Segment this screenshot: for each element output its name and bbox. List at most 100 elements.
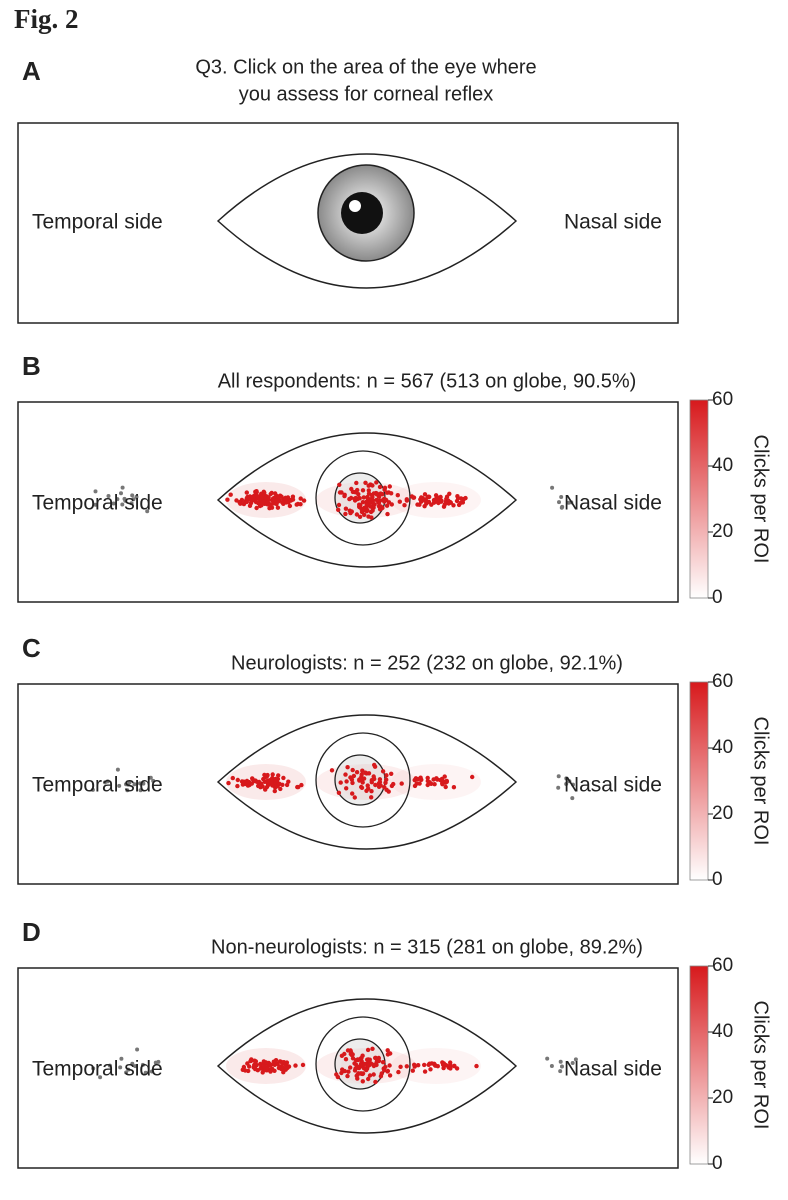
click-dot: [378, 783, 383, 788]
click-dot: [255, 493, 260, 499]
panel-title: Non-neurologists: n = 315 (281 on globe,…: [211, 936, 643, 958]
click-dot: [234, 498, 239, 503]
click-dot: [387, 1063, 392, 1068]
off-globe-dot: [567, 779, 572, 784]
click-dot: [336, 502, 342, 508]
temporal-label: Temporal side: [32, 492, 163, 515]
click-dot: [348, 510, 353, 516]
click-dot: [422, 492, 428, 497]
panel-box: [17, 967, 679, 1169]
panel-letter: B: [22, 351, 41, 381]
click-dot: [398, 1064, 403, 1070]
click-dot: [364, 509, 369, 514]
heat-region: [391, 764, 481, 800]
click-dot: [378, 1074, 384, 1079]
click-dot: [247, 1064, 252, 1069]
click-dot: [382, 499, 387, 504]
click-dot: [363, 770, 368, 776]
click-dot: [422, 1069, 428, 1074]
click-dot: [301, 498, 307, 503]
click-dot: [265, 1065, 270, 1071]
off-globe-dot: [145, 509, 150, 514]
click-dot: [235, 783, 240, 789]
click-dot: [273, 776, 278, 782]
off-globe-dot: [571, 782, 575, 787]
click-dot: [383, 780, 388, 785]
click-dot: [334, 1072, 339, 1077]
click-dot: [300, 1062, 306, 1068]
off-globe-dot: [106, 494, 111, 498]
off-globe-dot: [138, 788, 143, 793]
iris-ring: [315, 732, 411, 828]
off-globe-dot: [125, 788, 130, 793]
click-dot: [418, 775, 423, 780]
click-dot: [361, 1066, 367, 1071]
click-dot: [371, 1072, 376, 1077]
click-dot: [385, 1069, 390, 1074]
panel-box: [17, 122, 679, 324]
click-dot: [389, 491, 394, 496]
click-dot: [372, 1062, 377, 1067]
off-globe-dot: [558, 1059, 563, 1064]
click-dot: [345, 765, 350, 770]
click-dot: [350, 767, 355, 773]
click-dot: [345, 1073, 350, 1079]
click-dot: [438, 499, 444, 504]
click-dot: [366, 488, 371, 493]
click-dot: [336, 790, 342, 795]
click-dot: [474, 1063, 479, 1069]
nasal-label: Nasal side: [564, 774, 662, 797]
click-dot: [360, 488, 366, 493]
pupil: [341, 192, 383, 234]
off-globe-dot: [118, 1065, 123, 1070]
click-dot: [287, 503, 293, 509]
off-globe-dot: [111, 501, 116, 506]
colorbar-tick-label: 40: [712, 737, 733, 758]
click-dot: [244, 495, 250, 501]
click-dot: [367, 1073, 373, 1078]
off-globe-dot: [153, 1060, 158, 1065]
colorbar-tick-label: 40: [712, 1021, 733, 1042]
click-dot: [281, 775, 286, 781]
click-dot: [357, 496, 362, 501]
off-globe-dot: [126, 1067, 131, 1072]
click-dot: [458, 500, 463, 505]
click-dot: [339, 1070, 344, 1076]
click-dot: [357, 514, 363, 519]
click-dot: [252, 1058, 257, 1063]
click-dot: [250, 776, 255, 781]
off-globe-dot: [119, 1056, 124, 1061]
click-dot: [432, 782, 437, 787]
off-globe-dot: [140, 1062, 145, 1067]
click-dot: [388, 1051, 393, 1056]
click-dot: [377, 484, 383, 490]
click-dot: [261, 1064, 267, 1069]
off-globe-dot: [564, 776, 569, 781]
off-globe-dot: [93, 489, 98, 494]
off-globe-dot: [549, 1064, 554, 1068]
click-dot: [376, 1058, 382, 1064]
off-globe-dot: [120, 485, 125, 490]
off-globe-dot: [573, 1057, 578, 1062]
off-globe-dot: [115, 497, 120, 502]
click-dot: [399, 781, 404, 786]
click-dot: [396, 1069, 401, 1075]
click-dot: [404, 498, 410, 503]
click-dot: [342, 493, 347, 499]
click-dot: [389, 502, 394, 507]
click-dot: [266, 495, 271, 500]
click-dot: [343, 511, 348, 517]
off-globe-dot: [570, 796, 575, 801]
off-globe-dot: [134, 494, 139, 499]
click-dot: [277, 1064, 282, 1070]
off-globe-dot: [132, 782, 137, 787]
click-dot: [348, 775, 353, 780]
off-globe-dot: [91, 1066, 96, 1071]
click-dot: [380, 769, 386, 774]
temporal-label: Temporal side: [32, 1058, 163, 1081]
click-dot: [340, 1067, 345, 1072]
click-dot: [348, 1065, 353, 1070]
click-dot: [429, 781, 434, 786]
click-dot: [378, 504, 384, 509]
click-dot: [276, 773, 281, 778]
